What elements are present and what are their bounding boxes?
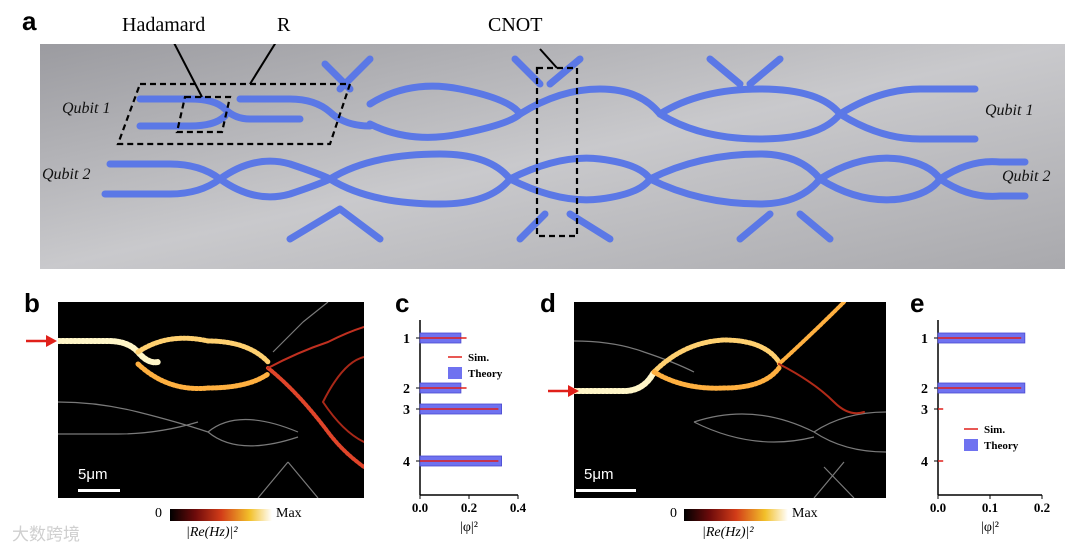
scale-bar-label: 5μm — [584, 466, 614, 483]
legend-sim-label: Sim. — [468, 352, 489, 364]
category-label: 1 — [403, 332, 410, 347]
x-tick-label: 0.4 — [510, 500, 527, 515]
category-label: 4 — [403, 455, 410, 470]
panel-label-c: c — [395, 288, 410, 318]
colorbar-label-d: |Re(Hz)|² — [702, 525, 754, 540]
category-label: 1 — [921, 332, 928, 347]
colorbar-b — [170, 509, 272, 521]
colorbar-min-d: 0 — [670, 506, 677, 521]
qubit1-left-label: Qubit 1 — [62, 100, 111, 117]
category-label: 2 — [921, 382, 928, 397]
input-arrow-b — [26, 334, 58, 353]
hadamard-label: Hadamard — [122, 14, 206, 36]
scale-bar — [78, 489, 120, 492]
waveguide-network — [101, 55, 1029, 243]
field-map-b: 5μm — [58, 302, 364, 498]
category-label: 3 — [921, 403, 928, 418]
legend-sim-label: Sim. — [984, 424, 1005, 436]
x-axis-label: |φ|² — [981, 520, 999, 535]
bar-chart-c: 1 2 3 4 0.0 0.2 0.4 |φ|² Sim. Theory — [403, 320, 527, 535]
x-tick-label: 0.1 — [982, 500, 998, 515]
colorbar-max-d: Max — [792, 506, 818, 521]
scale-bar-label: 5μm — [78, 466, 108, 483]
legend-theory-label: Theory — [984, 440, 1019, 452]
waveguide-outlines — [574, 340, 886, 498]
field-map-d: 5μm — [574, 302, 886, 498]
hadamard-r-box — [116, 82, 352, 146]
callout-lines — [173, 44, 558, 98]
scale-bar — [576, 489, 636, 492]
field-path — [574, 302, 865, 415]
legend-theory-swatch — [448, 367, 462, 379]
x-tick-label: 0.0 — [930, 500, 946, 515]
category-label: 2 — [403, 382, 410, 397]
x-axis-label: |φ|² — [460, 520, 478, 535]
legend-theory-swatch — [964, 439, 978, 451]
qubit1-right-label: Qubit 1 — [985, 102, 1034, 119]
panel-label-b: b — [24, 288, 40, 318]
watermark: 大数跨境 — [12, 525, 80, 545]
x-tick-label: 0.2 — [461, 500, 477, 515]
waveguide-outlines — [58, 302, 329, 498]
x-tick-label: 0.0 — [412, 500, 428, 515]
input-arrow-d — [548, 384, 580, 403]
colorbar-min-b: 0 — [155, 506, 162, 521]
qubit2-right-label: Qubit 2 — [1002, 168, 1051, 185]
device-schematic — [40, 44, 1065, 269]
colorbar-d — [684, 509, 788, 521]
panel-label-a: a — [22, 6, 37, 36]
hadamard-box — [175, 95, 232, 134]
panel-label-e: e — [910, 288, 925, 318]
cnot-label: CNOT — [488, 14, 543, 36]
colorbar-label-b: |Re(Hz)|² — [186, 525, 238, 540]
bar-chart-e: 1 2 3 4 0.0 0.1 0.2 |φ|² Sim. Theory — [921, 320, 1050, 535]
legend-theory-label: Theory — [468, 368, 503, 380]
x-tick-label: 0.2 — [1034, 500, 1050, 515]
category-label: 4 — [921, 455, 928, 470]
r-gate-label: R — [277, 14, 291, 36]
colorbar-max-b: Max — [276, 506, 302, 521]
panel-label-d: d — [540, 288, 556, 318]
qubit2-left-label: Qubit 2 — [42, 166, 91, 183]
category-label: 3 — [403, 403, 410, 418]
field-path — [58, 326, 364, 469]
